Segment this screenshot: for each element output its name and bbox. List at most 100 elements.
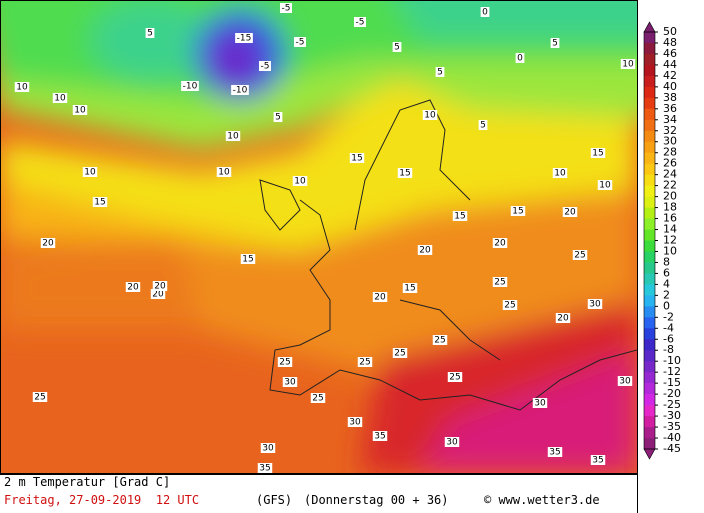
colorbar-label: 16 [663, 212, 677, 225]
colorbar-label: -20 [663, 387, 681, 400]
contour-label-text: 0 [482, 8, 488, 18]
contour-label: 5 [478, 120, 488, 131]
contour-label-text: 10 [424, 111, 436, 121]
contour-label-box [435, 67, 445, 77]
contour-label: 35 [257, 463, 273, 474]
contour-label-text: -10 [233, 86, 248, 96]
contour-label-box [572, 250, 588, 260]
colorbar-label: -15 [663, 376, 681, 389]
contour-label-box [257, 463, 273, 473]
contour-label: 15 [452, 211, 468, 222]
colorbar-label: 6 [663, 266, 670, 279]
colorbar-band [644, 416, 655, 428]
contour-label-box [397, 168, 413, 178]
contour-label-text: 5 [275, 113, 281, 123]
colorbar-label: -40 [663, 431, 681, 444]
colorbar-label: -30 [663, 409, 681, 422]
contour-label-box [150, 289, 166, 299]
colorbar-label: 10 [663, 244, 677, 257]
colorbar-band [644, 262, 655, 274]
contour-label-text: 25 [279, 358, 290, 368]
contour-label: 15 [240, 254, 256, 265]
contour-label-text: 25 [449, 373, 460, 383]
contour-label: 35 [372, 431, 388, 442]
colorbar-label: 30 [663, 135, 677, 148]
coastlines [259, 99, 637, 411]
contour-label: 20 [555, 313, 571, 324]
colorbar-band [644, 284, 655, 296]
colorbar-band [644, 108, 655, 121]
colorbar-band [644, 218, 655, 230]
contour-label-box [402, 283, 418, 293]
colorbar-label: 20 [663, 190, 677, 203]
contour-label-text: 25 [359, 358, 370, 368]
contour-label-box [597, 180, 613, 190]
contour-label-box [72, 105, 88, 115]
colorbar-band [644, 361, 655, 373]
contour-label-box [259, 61, 271, 71]
contour-label: -5 [354, 17, 366, 28]
colorbar-band [644, 32, 655, 44]
contour-label-box [432, 335, 448, 345]
colorbar-band [644, 405, 655, 417]
contour-label: 25 [572, 250, 588, 261]
contour-label-box [282, 377, 298, 387]
colorbar-band [644, 174, 655, 186]
contour-label-text: -5 [282, 4, 291, 14]
contour-label-text: 10 [84, 168, 96, 178]
contour-label-text: 25 [434, 336, 445, 346]
contour-label-text: 10 [294, 177, 306, 187]
contour-label-text: 20 [127, 283, 139, 293]
contour-label: 30 [617, 376, 633, 387]
contour-label-text: 30 [284, 378, 296, 388]
colorbar-label: -12 [663, 365, 681, 378]
colorbar-label: 44 [663, 58, 677, 71]
contour-label: -5 [259, 61, 271, 72]
contour-label-text: 15 [454, 212, 465, 222]
colorbar-label: -2 [663, 310, 674, 323]
contour-label-box [152, 281, 168, 291]
contour-label-box [547, 447, 563, 457]
contour-label-box [590, 148, 606, 158]
colorbar-band [644, 427, 655, 439]
contour-label: 10 [52, 93, 68, 104]
contour-label-text: 15 [404, 284, 415, 294]
contour-label-text: 25 [394, 349, 405, 359]
contour-label-text: 30 [349, 418, 361, 428]
contour-label-text: 10 [227, 132, 239, 142]
contour-label-text: 25 [312, 394, 323, 404]
colorbar-band [644, 163, 655, 175]
colorbar-band [644, 372, 655, 384]
colorbar-arrow-bottom [643, 448, 656, 460]
contour-label-text: 15 [592, 149, 603, 159]
colorbar-band [644, 185, 655, 197]
contour-label-box [216, 167, 232, 177]
contour-label: 10 [82, 167, 98, 178]
colorbar-label: 40 [663, 80, 677, 93]
contour-label: 0 [515, 53, 525, 64]
contour-label: 25 [357, 357, 373, 368]
contour-label-box [260, 443, 276, 453]
contour-label-text: 20 [494, 239, 506, 249]
contour-label: 5 [550, 38, 560, 49]
contour-label: 35 [590, 455, 606, 466]
contour-label-text: 25 [574, 251, 585, 261]
contour-label-box [422, 110, 438, 120]
contour-label-box [555, 313, 571, 323]
contour-label-box [32, 392, 48, 402]
map-title: 2 m Temperatur [Grad C] [4, 475, 171, 489]
divider [0, 474, 637, 475]
colorbar-label: 22 [663, 179, 677, 192]
colorbar-label: -25 [663, 398, 681, 411]
contour-label-box [277, 357, 293, 367]
contour-label: 20 [40, 238, 56, 249]
contour-label: -10 [181, 81, 199, 92]
contour-label-text: 20 [557, 314, 569, 324]
contour-label-text: 25 [494, 278, 505, 288]
contour-label: 10 [620, 59, 636, 70]
contour-label-text: 5 [437, 68, 443, 78]
contour-label-text: 35 [259, 464, 270, 474]
contour-label: 20 [562, 207, 578, 218]
contour-label-text: 30 [534, 399, 546, 409]
